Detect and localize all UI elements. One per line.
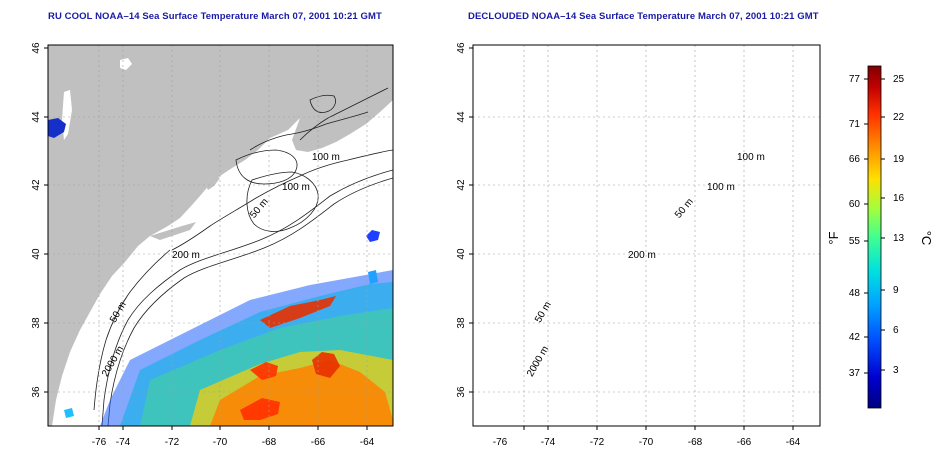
colorbar: 77 71 66 60 55 48 42 37 25 22 19 16 13 9… [826, 65, 934, 409]
bathymetry-contours [93, 87, 393, 426]
map-panel-raw: 100 m 100 m 50 m 200 m 50 m 2000 m -76 -… [31, 42, 394, 448]
colorbar-f-label: 48 [849, 288, 861, 299]
lon-tick-label: -70 [213, 437, 228, 448]
colorbar-unit-celsius: °C [919, 231, 934, 246]
colorbar-c-label: 3 [893, 365, 899, 376]
map-panel-declouded: 100 m 100 m 50 m 200 m 50 m 2000 m -76 -… [456, 42, 821, 448]
map-title-raw: RU COOL NOAA–14 Sea Surface Temperature … [48, 11, 382, 22]
colorbar-c-label: 16 [893, 193, 905, 204]
lat-tick-labels: 46 44 42 40 38 36 [31, 42, 42, 398]
axis-ticks [44, 47, 368, 430]
lon-tick-label: -72 [590, 437, 605, 448]
ocean-area [473, 45, 820, 426]
axis-ticks [469, 47, 794, 430]
colorbar-f-label: 55 [849, 236, 861, 247]
land-mass [48, 45, 393, 426]
colorbar-c-labels: 25 22 19 16 13 9 6 3 [893, 74, 905, 376]
contour-label: 200 m [172, 250, 200, 261]
contour-label: 100 m [737, 152, 765, 163]
contour-label: 100 m [707, 182, 735, 193]
colorbar-f-label: 42 [849, 332, 861, 343]
lon-tick-labels: -76 -74 -72 -70 -68 -66 -64 [493, 437, 801, 448]
lon-tick-label: -74 [541, 437, 556, 448]
lon-tick-label: -70 [639, 437, 654, 448]
lat-tick-labels: 46 44 42 40 38 36 [456, 42, 467, 398]
lon-tick-label: -72 [165, 437, 180, 448]
colorbar-c-label: 9 [893, 285, 899, 296]
lat-tick-label: 36 [31, 386, 42, 398]
lat-tick-label: 46 [31, 42, 42, 54]
land-long-island [150, 222, 196, 240]
colorbar-f-label: 37 [849, 368, 861, 379]
lon-tick-label: -66 [737, 437, 752, 448]
contour-label: 100 m [312, 152, 340, 163]
colorbar-c-label: 13 [893, 233, 905, 244]
colorbar-ticks [864, 78, 885, 374]
lat-tick-label: 40 [31, 248, 42, 260]
lon-tick-label: -64 [786, 437, 801, 448]
sst-data [64, 230, 393, 426]
colorbar-f-label: 71 [849, 119, 861, 130]
lat-tick-label: 44 [456, 111, 467, 123]
colorbar-f-label: 60 [849, 199, 861, 210]
lat-tick-label: 38 [31, 317, 42, 329]
lat-tick-label: 42 [456, 179, 467, 191]
colorbar-unit-fahrenheit: °F [826, 231, 841, 244]
land-nova-scotia [292, 62, 393, 152]
colorbar-f-label: 66 [849, 154, 861, 165]
lon-tick-label: -68 [688, 437, 703, 448]
lat-tick-label: 42 [31, 179, 42, 191]
lon-tick-label: -76 [493, 437, 508, 448]
lon-tick-label: -64 [360, 437, 375, 448]
lat-tick-label: 40 [456, 248, 467, 260]
lon-tick-labels: -76 -74 -72 -70 -68 -66 -64 [92, 437, 375, 448]
lon-tick-label: -66 [311, 437, 326, 448]
lake-sst-blob [48, 118, 66, 138]
map-title-declouded: DECLOUDED NOAA–14 Sea Surface Temperatur… [468, 11, 819, 22]
lon-tick-label: -74 [116, 437, 131, 448]
colorbar-c-label: 6 [893, 325, 899, 336]
colorbar-f-label: 77 [849, 74, 861, 85]
lat-tick-label: 44 [31, 111, 42, 123]
colorbar-f-labels: 77 71 66 60 55 48 42 37 [849, 74, 861, 379]
contour-label: 200 m [628, 250, 656, 261]
graticule [48, 45, 393, 426]
colorbar-c-label: 22 [893, 112, 905, 123]
contour-label: 100 m [282, 182, 310, 193]
land-cape-cod [205, 176, 220, 190]
graticule [473, 45, 820, 426]
lat-tick-label: 36 [456, 386, 467, 398]
lon-tick-label: -76 [92, 437, 107, 448]
lat-tick-label: 38 [456, 317, 467, 329]
colorbar-c-label: 25 [893, 74, 905, 85]
colorbar-c-label: 19 [893, 154, 905, 165]
lat-tick-label: 46 [456, 42, 467, 54]
colorbar-scale [867, 65, 882, 409]
lon-tick-label: -68 [262, 437, 277, 448]
